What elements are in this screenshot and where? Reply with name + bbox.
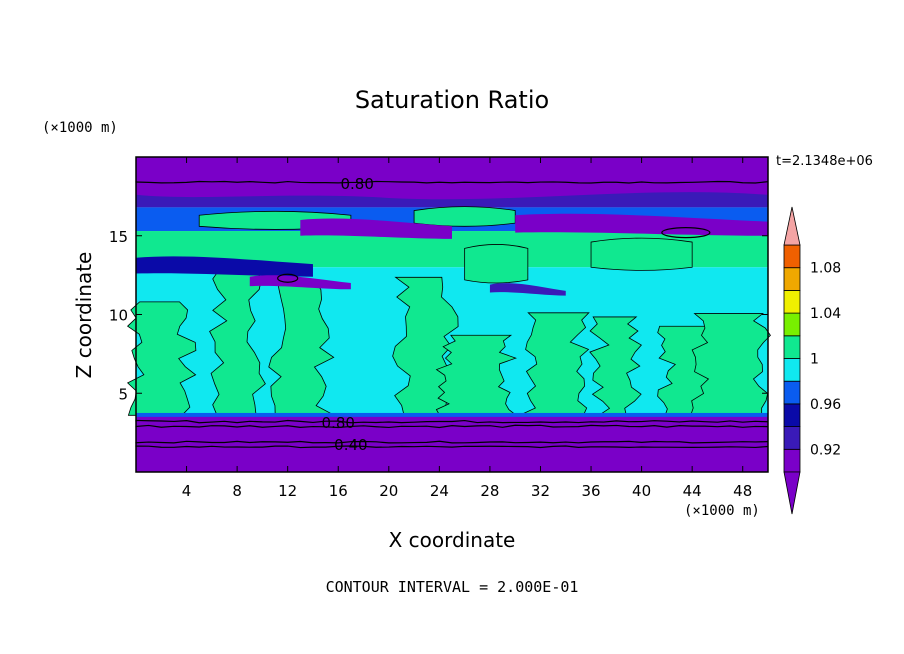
- contour-label: 0.80: [340, 175, 373, 193]
- x-tick-label: 44: [683, 482, 702, 500]
- x-tick-label: 24: [430, 482, 449, 500]
- field-patch: [464, 244, 529, 284]
- colorbar-box: [783, 448, 801, 473]
- colorbar: 0.92 0.96 1 1.04 1.08: [783, 206, 841, 515]
- y-tick-label: 15: [109, 228, 128, 246]
- colorbar-tick-label: 1.08: [810, 261, 841, 277]
- field-patch: [300, 218, 452, 239]
- field-patch: [136, 256, 313, 277]
- field-patch: [126, 301, 197, 416]
- field-patch: [435, 334, 518, 416]
- x-tick-label: 48: [733, 482, 752, 500]
- x-axis-label: X coordinate: [388, 528, 516, 552]
- field-patch: [590, 237, 693, 271]
- field-patch: [413, 206, 516, 227]
- colorbar-box: [783, 312, 801, 337]
- time-label: t=2.1348e+06: [776, 154, 873, 169]
- colorbar-under-triangle: [783, 471, 801, 515]
- contour-lines: 0.80 0.80 0.40: [135, 175, 769, 454]
- x-tick-label: 28: [480, 482, 499, 500]
- x-tick-label: 20: [379, 482, 398, 500]
- colorbar-box: [783, 426, 801, 450]
- colorbar-tick-label: 0.92: [810, 442, 841, 458]
- colorbar-box: [783, 244, 801, 269]
- x-tick-label: 8: [232, 482, 242, 500]
- x-tick-label: 12: [278, 482, 297, 500]
- field-patch: [690, 313, 771, 416]
- contour-line: [135, 440, 769, 444]
- field-band: [136, 415, 768, 472]
- colorbar-box: [783, 380, 801, 405]
- contour-line: [135, 180, 769, 184]
- field-patch: [136, 412, 768, 417]
- contour-line: [661, 227, 711, 239]
- colorbar-box: [783, 267, 801, 291]
- contour-line: [135, 445, 769, 449]
- x-tick-label: 32: [531, 482, 550, 500]
- field-patch: [589, 316, 642, 416]
- contour-label: 0.80: [322, 414, 355, 432]
- field-patch: [136, 179, 768, 200]
- y-tick-label: 10: [109, 307, 128, 325]
- colorbar-tick-label: 0.96: [810, 397, 841, 413]
- contour-line: [277, 273, 299, 283]
- colorbar-tick-label: 1.04: [810, 306, 841, 322]
- x-tick-label: 16: [329, 482, 348, 500]
- colorbar-tick-label: 1: [810, 352, 819, 368]
- field-band: [136, 157, 768, 180]
- contour-label: 0.40: [334, 436, 367, 454]
- colorbar-over-triangle: [783, 206, 801, 246]
- field-patch: [249, 275, 351, 290]
- x-tick-label: 36: [581, 482, 600, 500]
- field-patch: [489, 283, 566, 296]
- contour-line: [135, 419, 769, 424]
- x-tick-label: 40: [632, 482, 651, 500]
- contour-field: [126, 157, 771, 472]
- x-tick-label: 4: [182, 482, 192, 500]
- y-tick-label: 5: [118, 385, 128, 403]
- colorbar-box: [783, 335, 801, 359]
- field-patch: [515, 213, 768, 236]
- y-axis-unit: (×1000 m): [42, 120, 118, 136]
- colorbar-box: [783, 358, 801, 382]
- colorbar-box: [783, 289, 801, 314]
- chart-title: Saturation Ratio: [354, 86, 550, 114]
- colorbar-box: [783, 403, 801, 427]
- contour-line: [135, 424, 769, 429]
- x-axis-unit: (×1000 m): [684, 503, 760, 519]
- contour-interval-note: CONTOUR INTERVAL = 2.000E-01: [325, 578, 579, 596]
- field-patch: [519, 312, 590, 416]
- field-patch: [628, 207, 693, 217]
